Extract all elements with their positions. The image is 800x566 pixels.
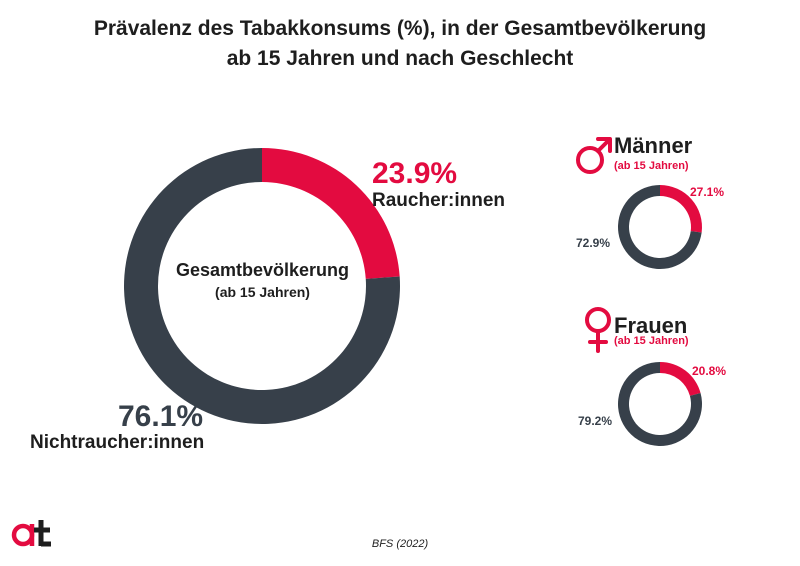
source-note: BFS (2022) <box>371 538 429 550</box>
men-smoker-value: 27.1% <box>690 185 725 199</box>
men-slice-smoker <box>660 185 703 233</box>
main-nonsmoker-label: Nichtraucher:innen <box>30 432 205 453</box>
women-nonsmoker-value: 79.2% <box>578 414 613 428</box>
women-slice-smoker <box>660 362 701 396</box>
main-slice-smoker <box>262 148 400 279</box>
main-smoker-label: Raucher:innen <box>372 190 506 211</box>
men-nonsmoker-value: 72.9% <box>576 236 611 250</box>
main-nonsmoker-value: 76.1% <box>118 400 204 433</box>
men-subtitle: (ab 15 Jahren) <box>614 160 689 172</box>
male-symbol-icon <box>576 146 604 174</box>
main-smoker-value: 23.9% <box>372 157 458 190</box>
chart-title-line-1: Prävalenz des Tabakkonsums (%), in der G… <box>93 17 707 40</box>
chart-title: Prävalenz des Tabakkonsums (%), in der G… <box>0 14 800 74</box>
women-subtitle: (ab 15 Jahren) <box>614 335 689 347</box>
male-arrow-shaft <box>596 138 611 153</box>
men-title: Männer <box>614 133 693 158</box>
male-arrow-head <box>596 137 612 153</box>
women-title: Frauen <box>614 313 688 338</box>
chart-title-line-2: ab 15 Jahren und nach Geschlecht <box>226 47 574 70</box>
main-center-subtitle: (ab 15 Jahren) <box>215 284 310 300</box>
women-smoker-value: 20.8% <box>692 364 727 378</box>
female-symbol-icon <box>585 307 611 333</box>
main-center-title: Gesamtbevölkerung <box>175 260 350 280</box>
